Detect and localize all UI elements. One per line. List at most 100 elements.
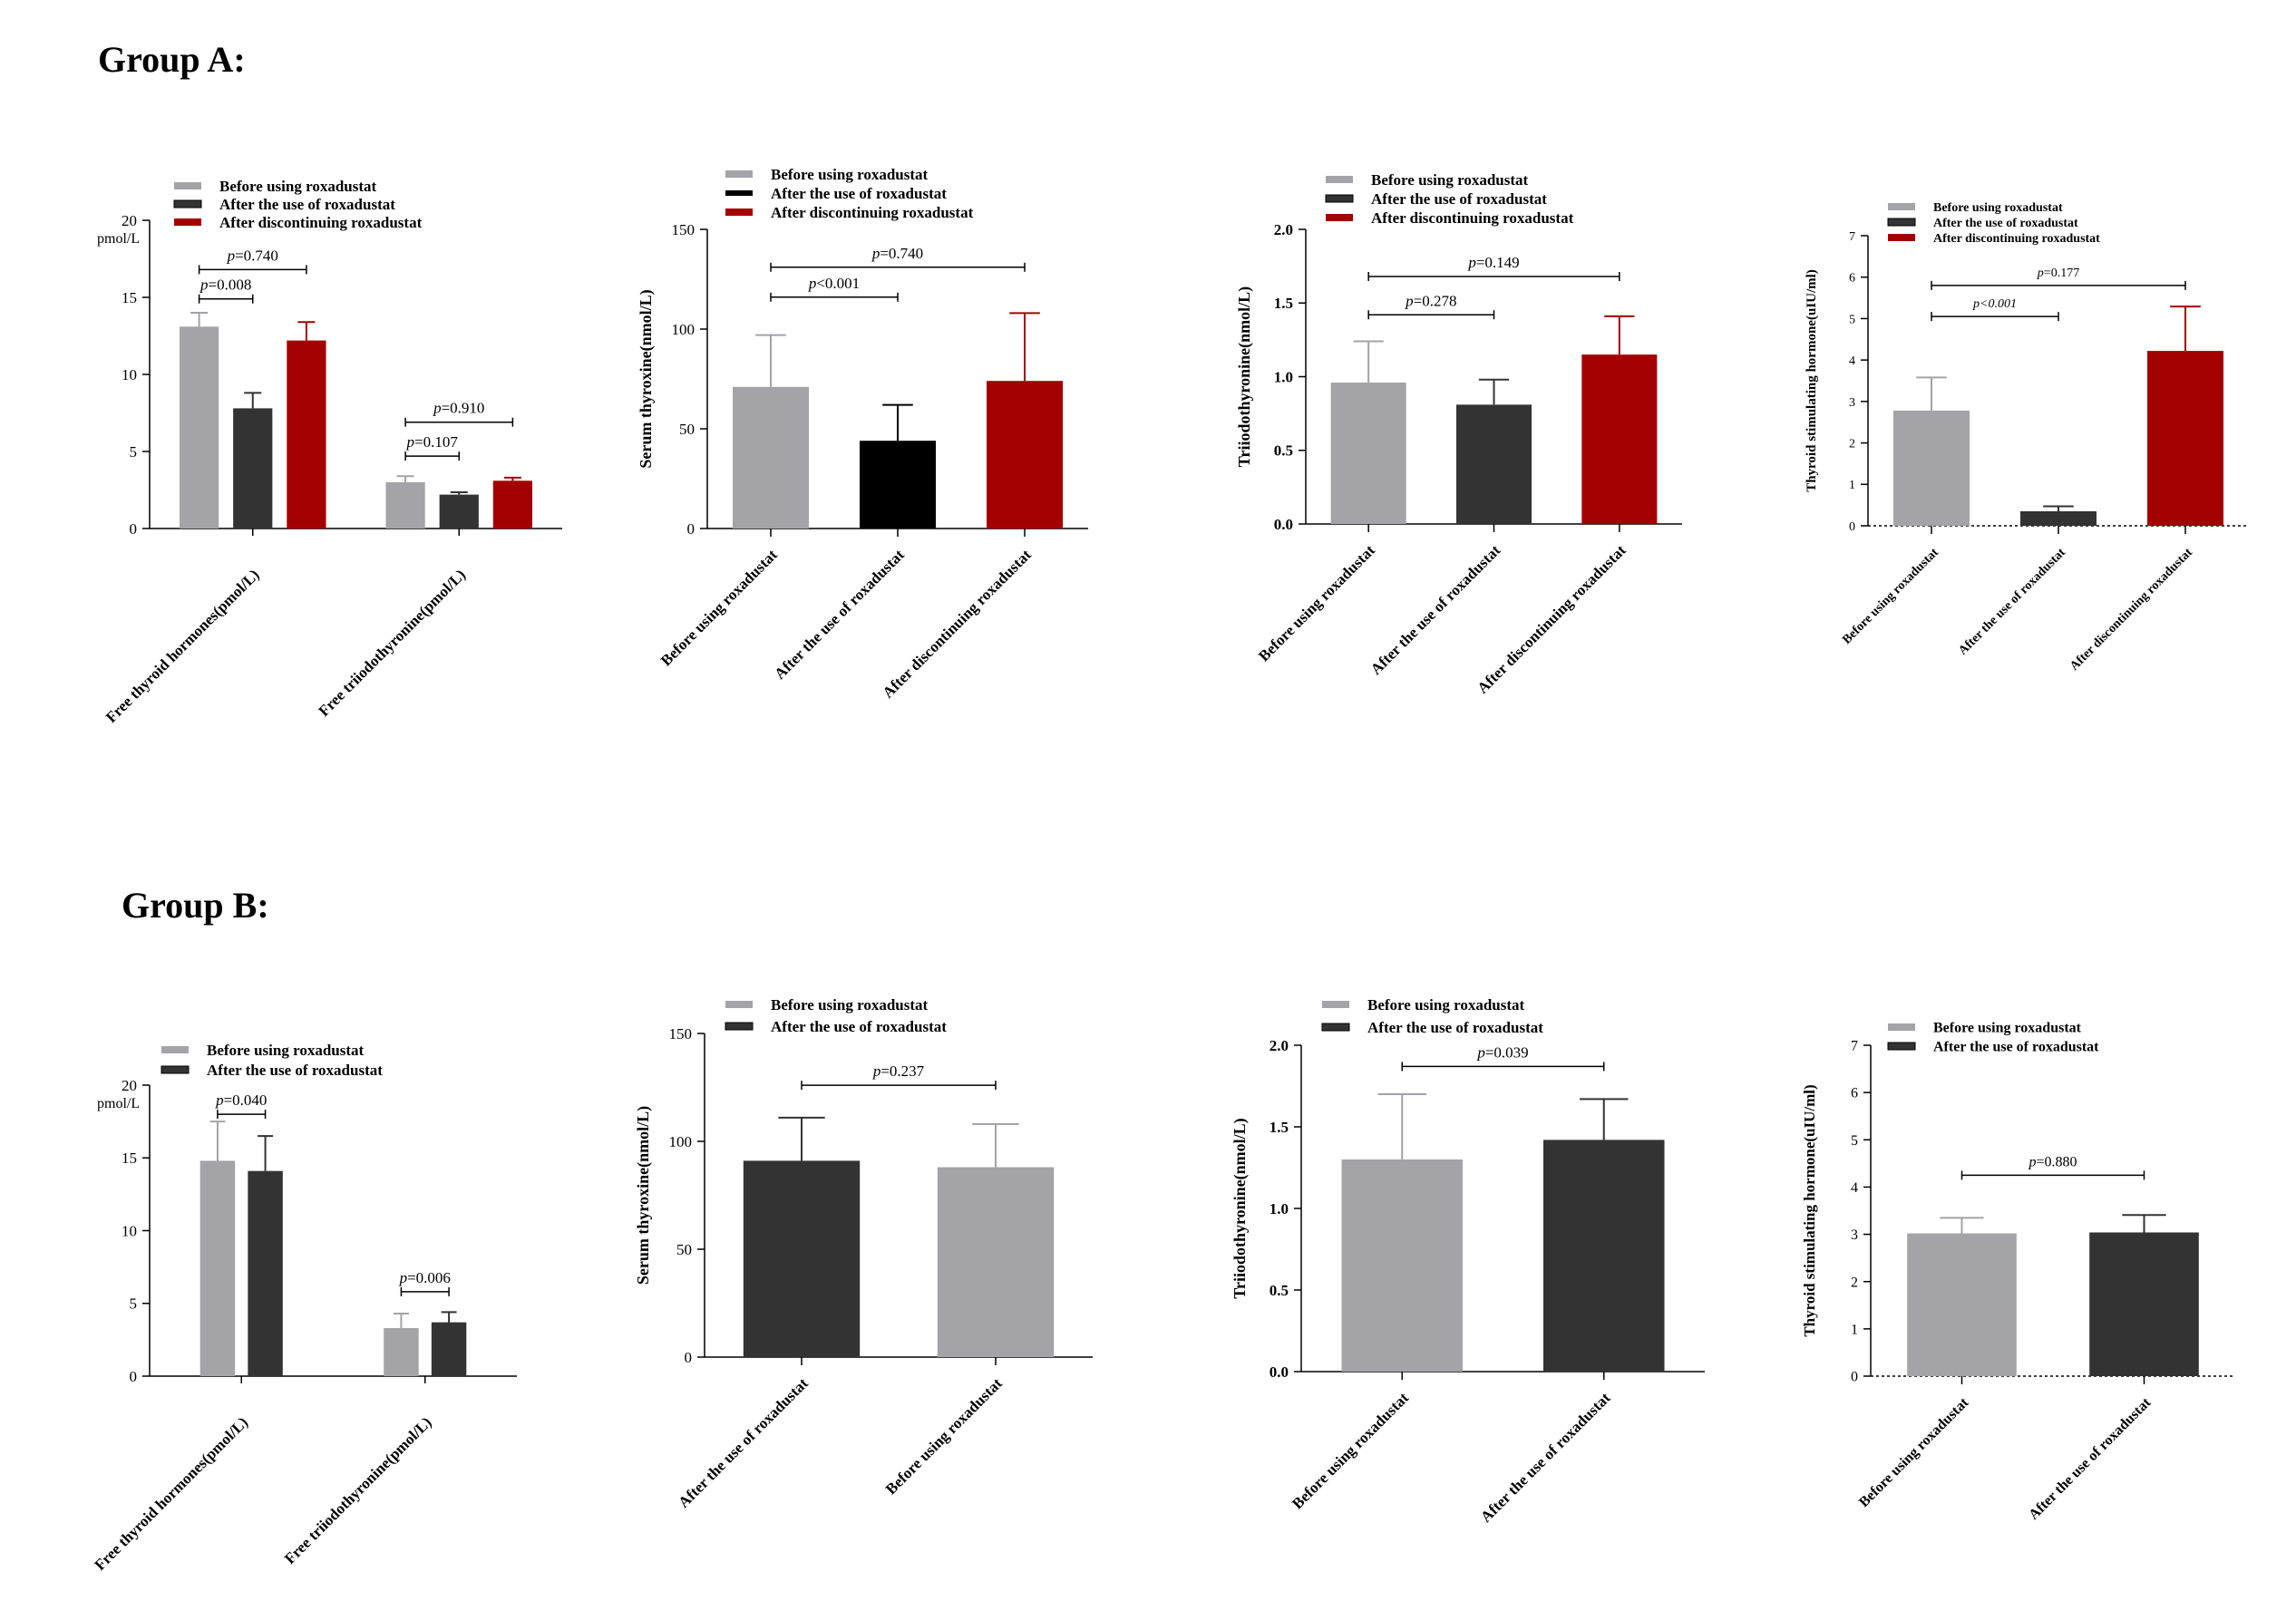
legend-label-1: Before using roxadustat <box>1933 1021 2082 1036</box>
legend-swatch-2 <box>1887 1042 1916 1051</box>
bar-2-1 <box>385 482 425 529</box>
p-value-label-3-p: p <box>433 400 442 417</box>
legend-label-2: After the use of roxadustat <box>1371 190 1547 208</box>
chart-5: Before using roxadustat After the use of … <box>91 1042 517 1574</box>
y-tick-label-6: 6 <box>1849 272 1855 286</box>
y-tick-label-3: 1.5 <box>1270 1119 1289 1136</box>
legend-swatch-1 <box>161 1046 189 1053</box>
bar-1-1 <box>199 1160 236 1376</box>
legend-swatch-3 <box>174 218 201 226</box>
x-tick-label-2: Free triiodothyronine(pmol/L) <box>281 1413 435 1567</box>
legend-label-2: After the use of roxadustat <box>1367 1019 1543 1036</box>
legend-swatch-2 <box>725 1022 754 1031</box>
bar-2 <box>2020 511 2097 526</box>
y-tick-label-7: 7 <box>1851 1039 1858 1054</box>
p-value-label-1: p=0.149 <box>1467 254 1519 271</box>
legend-swatch-1 <box>1888 203 1915 210</box>
y-tick-label-0: 0 <box>687 520 696 538</box>
bar-3 <box>1581 354 1658 524</box>
y-tick-label-1: 0.5 <box>1270 1282 1289 1299</box>
x-tick-label-2: Before using roxadustat <box>882 1374 1006 1498</box>
p-value-label-2-value: =0.008 <box>209 276 252 294</box>
p-value-label-1-p: p <box>1476 1043 1485 1061</box>
y-tick-label-2: 100 <box>669 1133 693 1150</box>
y-tick-label-4: 2.0 <box>1270 1037 1289 1054</box>
p-value-label-1-p: p <box>227 247 236 264</box>
legend-label-1: Before using roxadustat <box>771 166 929 183</box>
bar-2-2 <box>439 494 479 529</box>
legend-swatch-2 <box>1325 194 1354 203</box>
group-a-title-text: Group A <box>98 39 234 80</box>
y-tick-label-2: 2 <box>1849 437 1855 451</box>
y-tick-label-3: 15 <box>122 1150 137 1167</box>
legend-swatch-2 <box>161 1065 190 1074</box>
y-tick-label-2: 1.0 <box>1270 1200 1289 1217</box>
bar-1-1 <box>179 326 219 529</box>
y-tick-label-1: 0.5 <box>1274 442 1293 460</box>
p-value-label-4-p: p <box>406 433 415 451</box>
bar-2 <box>937 1167 1055 1357</box>
legend-swatch-1 <box>725 1001 753 1008</box>
x-tick-label-1: Free thyroid hormones(pmol/L) <box>102 566 263 726</box>
y-tick-label-2: 10 <box>122 366 137 383</box>
x-tick-label-2: After the use of roxadustat <box>771 546 908 683</box>
y-tick-label-0: 0 <box>130 1368 138 1385</box>
p-value-label-2-p: p <box>808 275 817 292</box>
p-value-label-1: p=0.740 <box>871 245 923 262</box>
p-value-label-1-p: p <box>1467 254 1476 271</box>
p-value-label-1-value: =0.740 <box>880 245 923 262</box>
p-value-label-2: p=0.008 <box>199 276 251 294</box>
legend-swatch-1 <box>174 182 201 189</box>
x-tick-label-3: After discontinuing roxadustat <box>2067 546 2195 674</box>
bar-1-2 <box>248 1170 283 1376</box>
legend-label-2: After the use of roxadustat <box>207 1062 383 1079</box>
legend-label-1: Before using roxadustat <box>1371 171 1529 189</box>
p-value-label-2: p=0.006 <box>399 1269 451 1286</box>
p-value-label-2: p=0.278 <box>1405 292 1456 309</box>
p-value-label-1-value: =0.177 <box>2044 267 2079 280</box>
p-value-label-2-value: <0.001 <box>816 275 860 292</box>
x-tick-label-3: After discontinuing roxadustat <box>880 546 1036 702</box>
p-value-label-3-value: =0.910 <box>442 400 485 417</box>
p-value-label-2: p<0.001 <box>1972 297 2017 311</box>
legend-label-3: After discontinuing roxadustat <box>219 214 423 231</box>
y-tick-label-2: 100 <box>672 321 696 338</box>
legend-label-3: After discontinuing roxadustat <box>1371 209 1574 227</box>
y-tick-label-4: 4 <box>1849 354 1855 368</box>
legend-swatch-2 <box>1887 218 1916 227</box>
y-tick-label-5: 5 <box>1849 313 1855 326</box>
bar-2-1 <box>384 1328 419 1376</box>
y-tick-label-6: 6 <box>1851 1086 1858 1101</box>
p-value-label-2-value: =0.278 <box>1414 292 1457 309</box>
y-tick-label-2: 2 <box>1851 1275 1858 1290</box>
y-axis-title: Triiodothyronine(nmol/L) <box>1231 1118 1250 1298</box>
bar-1 <box>1341 1159 1463 1372</box>
y-tick-label-2: 1.0 <box>1274 368 1293 385</box>
bar-2 <box>1543 1140 1665 1372</box>
bar-3 <box>987 381 1063 529</box>
legend-swatch-2 <box>1321 1023 1350 1032</box>
y-tick-label-3: 1.5 <box>1274 295 1293 312</box>
y-tick-label-4: 20 <box>122 1077 137 1094</box>
p-value-label-2: p<0.001 <box>808 275 860 292</box>
legend-label-1: Before using roxadustat <box>207 1042 365 1059</box>
bar-2 <box>860 441 936 529</box>
y-tick-label-0: 0.0 <box>1274 516 1293 533</box>
x-tick-label-2: After the use of roxadustat <box>1956 546 2068 658</box>
x-tick-label-1: Free thyroid hormones(pmol/L) <box>91 1413 251 1574</box>
chart-6: Before using roxadustat After the use of … <box>634 996 1093 1511</box>
x-tick-label-1: Before using roxadustat <box>657 546 781 669</box>
y-axis-title: Serum thyroxine(nmol/L) <box>637 289 656 468</box>
y-tick-label-4: 4 <box>1851 1180 1858 1196</box>
y-tick-label-4: 20 <box>122 212 137 229</box>
y-tick-label-4: 2.0 <box>1274 221 1293 238</box>
p-value-label-1-p: p <box>871 245 880 262</box>
p-value-label-1: p=0.237 <box>872 1062 925 1080</box>
p-value-label-1: p=0.880 <box>2028 1154 2077 1169</box>
legend-label-1: Before using roxadustat <box>219 178 377 195</box>
y-tick-label-1: 1 <box>1851 1322 1858 1337</box>
y-axis-title: Triiodothyronine(nmol/L) <box>1235 286 1254 467</box>
